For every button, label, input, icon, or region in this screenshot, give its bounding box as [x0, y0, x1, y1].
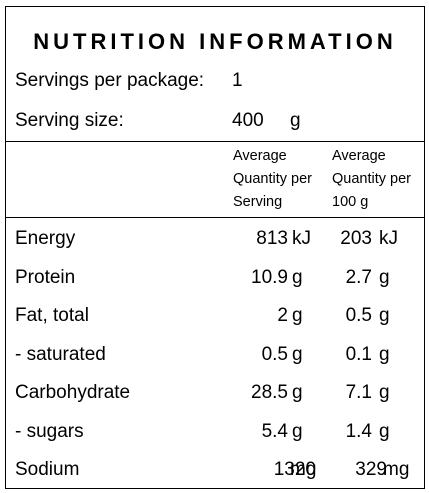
header-line: Average — [233, 148, 287, 164]
nutrient-name: Fat, total — [15, 305, 89, 326]
per-serving-unit: g — [292, 267, 303, 288]
per-serving-unit: g — [292, 305, 303, 326]
serving-size-label: Serving size: — [15, 110, 124, 131]
panel-title: NUTRITION INFORMATION — [33, 29, 397, 54]
per-serving-unit: mg — [290, 459, 317, 480]
per-100g-unit: g — [379, 305, 390, 326]
serving-size-unit: g — [290, 110, 301, 131]
per-100g-value: 203 — [340, 228, 372, 249]
per-serving-unit: g — [292, 421, 303, 442]
header-line: 100 g — [332, 194, 369, 210]
per-100g-value: 0.1 — [345, 344, 372, 365]
per-100g-value: 7.1 — [345, 382, 372, 403]
per-100g-unit: kJ — [379, 228, 398, 249]
divider — [6, 217, 424, 218]
nutrient-name: Protein — [15, 267, 76, 288]
per-100g-value: 1.4 — [345, 421, 372, 442]
per-serving-value: 5.4 — [261, 421, 288, 442]
nutrient-name: - saturated — [15, 344, 106, 365]
per-serving-value: 1320 — [273, 459, 316, 480]
nutrition-panel: NUTRITION INFORMATION Servings per packa… — [5, 6, 425, 489]
per-100g-value: 0.5 — [345, 305, 372, 326]
header-line: Quantity per — [233, 171, 312, 187]
serving-size-value: 400 — [232, 110, 264, 131]
per-serving-unit: kJ — [292, 228, 311, 249]
nutrient-name: Carbohydrate — [15, 382, 131, 403]
per-100g-unit: mg — [383, 459, 410, 480]
per-100g-value: 2.7 — [345, 267, 372, 288]
per-serving-unit: g — [292, 344, 303, 365]
per-100g-unit: g — [379, 344, 390, 365]
servings-value: 1 — [232, 70, 243, 91]
per-serving-value: 28.5 — [251, 382, 288, 403]
per-serving-value: 2 — [277, 305, 288, 326]
per-100g-value: 329 — [355, 459, 387, 480]
column-header-per-100g: Average Quantity per 100 g — [332, 145, 411, 214]
header-line: Average — [332, 148, 386, 164]
per-100g-unit: g — [379, 421, 390, 442]
per-serving-value: 813 — [256, 228, 288, 249]
header-line: Serving — [233, 194, 283, 210]
nutrient-name: - sugars — [15, 421, 84, 442]
per-serving-value: 10.9 — [251, 267, 288, 288]
column-header-per-serving: Average Quantity per Serving — [233, 145, 312, 214]
nutrient-name: Sodium — [15, 459, 80, 480]
per-100g-unit: g — [379, 267, 390, 288]
servings-label: Servings per package: — [15, 70, 205, 91]
per-100g-unit: g — [379, 382, 390, 403]
nutrient-name: Energy — [15, 228, 76, 249]
header-line: Quantity per — [332, 171, 411, 187]
divider — [6, 141, 424, 142]
per-serving-value: 0.5 — [261, 344, 288, 365]
per-serving-unit: g — [292, 382, 303, 403]
